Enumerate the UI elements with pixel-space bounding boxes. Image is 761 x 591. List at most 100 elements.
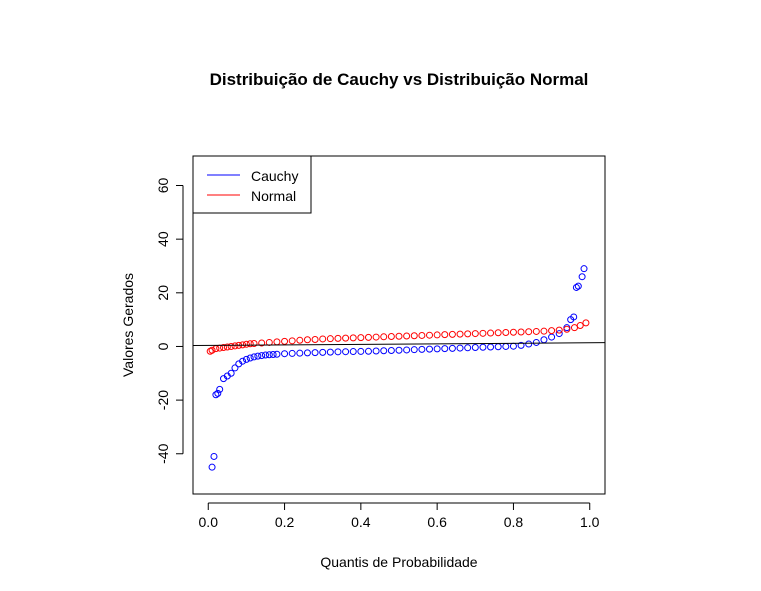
data-point-cauchy — [269, 351, 277, 359]
data-point-cauchy — [212, 391, 220, 399]
series-cauchy — [208, 265, 588, 471]
data-point-cauchy — [517, 341, 525, 349]
data-point-cauchy — [239, 357, 247, 365]
data-point-cauchy — [580, 265, 588, 273]
data-point-normal — [380, 333, 388, 341]
data-point-normal — [487, 329, 495, 337]
data-point-cauchy — [471, 344, 479, 352]
data-point-cauchy — [502, 342, 510, 350]
data-point-cauchy — [349, 348, 357, 356]
data-point-cauchy — [357, 347, 365, 355]
data-point-normal — [517, 328, 525, 336]
data-point-normal — [395, 332, 403, 340]
y-tick-label: -20 — [155, 390, 171, 410]
data-point-cauchy — [448, 344, 456, 352]
data-point-cauchy — [246, 354, 254, 362]
data-point-cauchy — [242, 355, 250, 363]
data-point-normal — [296, 336, 304, 344]
data-point-normal — [258, 339, 266, 347]
data-point-cauchy — [578, 273, 586, 281]
data-point-cauchy — [395, 346, 403, 354]
data-point-cauchy — [574, 282, 582, 290]
legend-label-normal: Normal — [251, 188, 296, 204]
data-point-cauchy — [311, 349, 319, 357]
y-axis-label: Valores Gerados — [120, 273, 136, 377]
data-point-cauchy — [319, 348, 327, 356]
plot-frame — [192, 155, 606, 495]
data-point-normal — [494, 329, 502, 337]
x-tick-label: 0.0 — [199, 514, 219, 530]
data-point-cauchy — [261, 351, 269, 359]
data-point-cauchy — [532, 338, 540, 346]
data-point-normal — [246, 340, 254, 348]
x-tick-label: 0.2 — [275, 514, 295, 530]
data-point-normal — [509, 328, 517, 336]
data-point-cauchy — [380, 347, 388, 355]
data-point-cauchy — [410, 346, 418, 354]
data-point-normal — [403, 332, 411, 340]
data-point-normal — [582, 319, 590, 327]
data-point-normal — [357, 334, 365, 342]
data-point-cauchy — [273, 350, 281, 358]
data-point-cauchy — [433, 345, 441, 353]
legend-label-cauchy: Cauchy — [251, 168, 298, 184]
data-point-normal — [426, 331, 434, 339]
y-tick-label: 20 — [155, 285, 171, 301]
data-point-cauchy — [254, 352, 262, 360]
data-point-cauchy — [210, 452, 218, 460]
data-point-cauchy — [227, 369, 235, 377]
data-point-normal — [273, 338, 281, 346]
x-axis: 0.0 0.2 0.4 0.6 0.8 1.0 — [199, 502, 600, 530]
legend-box — [192, 155, 312, 214]
data-point-normal — [364, 333, 372, 341]
data-point-cauchy — [303, 349, 311, 357]
data-point-cauchy — [288, 349, 296, 357]
data-point-cauchy — [342, 348, 350, 356]
series-normal — [206, 319, 590, 355]
legend: Cauchy Normal — [192, 155, 312, 214]
data-point-normal — [387, 333, 395, 341]
data-point-normal — [540, 327, 548, 335]
data-point-normal — [448, 330, 456, 338]
data-point-normal — [456, 330, 464, 338]
data-point-cauchy — [403, 346, 411, 354]
data-point-normal — [555, 326, 563, 334]
data-point-normal — [471, 330, 479, 338]
y-tick-label: 60 — [155, 178, 171, 194]
data-point-cauchy — [231, 364, 239, 372]
y-tick-label: -40 — [155, 443, 171, 463]
data-point-normal — [311, 335, 319, 343]
data-point-cauchy — [364, 347, 372, 355]
data-point-cauchy — [456, 344, 464, 352]
data-point-normal — [576, 322, 584, 330]
data-point-cauchy — [265, 351, 273, 359]
data-point-normal — [563, 325, 571, 333]
reference-line — [192, 342, 606, 346]
data-point-cauchy — [479, 343, 487, 351]
x-axis-label: Quantis de Probabilidade — [320, 554, 477, 570]
y-tick-label: 0 — [155, 342, 171, 350]
data-point-normal — [303, 336, 311, 344]
chart-title: Distribuição de Cauchy vs Distribuição N… — [210, 70, 589, 89]
data-point-cauchy — [208, 463, 216, 471]
x-tick-label: 1.0 — [580, 514, 600, 530]
data-point-normal — [250, 340, 258, 348]
data-point-cauchy — [426, 345, 434, 353]
data-point-normal — [227, 342, 235, 350]
data-point-normal — [242, 340, 250, 348]
data-point-normal — [223, 343, 231, 351]
data-point-normal — [410, 332, 418, 340]
data-point-cauchy — [540, 336, 548, 344]
data-point-normal — [208, 346, 216, 354]
data-point-normal — [342, 334, 350, 342]
data-point-cauchy — [548, 333, 556, 341]
data-point-normal — [326, 335, 334, 343]
data-point-normal — [548, 327, 556, 335]
data-point-normal — [525, 328, 533, 336]
data-point-cauchy — [509, 342, 517, 350]
data-point-normal — [319, 335, 327, 343]
data-point-normal — [281, 337, 289, 345]
data-point-cauchy — [572, 283, 580, 291]
data-point-cauchy — [214, 389, 222, 397]
